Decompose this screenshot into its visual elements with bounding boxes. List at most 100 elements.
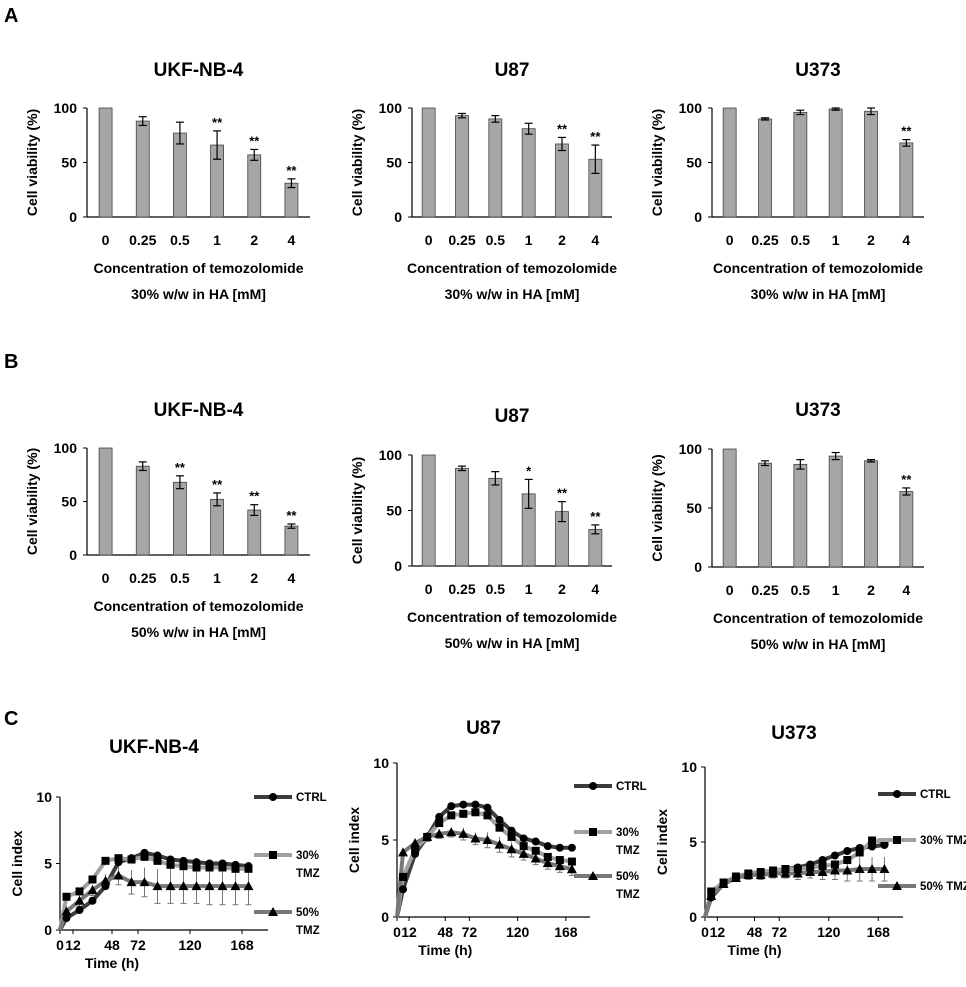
chart6-series1-point-5 (114, 854, 123, 863)
chart8-series2-point-15 (879, 864, 890, 873)
chart3-title: UKF-NB-4 (154, 400, 244, 421)
chart0-x-tick-label-3: 1 (213, 232, 221, 248)
chart7-legend-marker-1 (589, 828, 597, 836)
chart6-y-axis-label: Cell index (9, 830, 25, 896)
chart6-series1-point-4 (101, 856, 110, 865)
chart0-bar-2 (173, 132, 187, 218)
chart6-y-tick-label-0: 0 (44, 922, 52, 938)
chart6-x-tick-label-1: 12 (65, 937, 81, 953)
chart5-x-tick-label-0: 0 (726, 582, 734, 598)
chart7-series1-point-11 (519, 842, 528, 851)
chart7-series2-point-1 (398, 847, 409, 857)
chart6-legend-marker-2 (268, 907, 278, 916)
chart2-bar-2 (793, 111, 808, 218)
chart5-bar-2 (793, 463, 808, 568)
chart7-series1-point-15 (567, 857, 576, 866)
chart1-x-tick-label-0: 0 (425, 232, 433, 248)
chart5-x-tick-label-1: 0.25 (751, 582, 778, 598)
chart8-x-tick-label-3: 72 (771, 924, 787, 940)
chart8-x-tick-label-1: 12 (710, 924, 726, 940)
chart1-bar-4 (555, 143, 569, 218)
chart7-series1-point-6 (459, 809, 468, 818)
chart7-series2-point-9 (494, 839, 505, 849)
chart6-series2-point-3 (87, 885, 98, 895)
chart7-series-line-2 (395, 830, 573, 918)
chart8-series2-point-6 (768, 868, 779, 878)
chart6-series2-point-10 (178, 881, 189, 891)
chart4-bar-5 (588, 528, 603, 567)
chart8-series1-point-14 (868, 836, 877, 845)
chart4-x-tick-label-2: 0.5 (486, 581, 506, 597)
chart6-series2-point-5 (113, 870, 124, 880)
chart8-legend-label-1: 30% TMZ (920, 835, 966, 847)
chart0-x-tick-label-5: 4 (288, 232, 296, 248)
chart0-significance-4: ** (249, 133, 260, 148)
panel-letter-c: C (4, 708, 18, 730)
chart1-y-tick-label-2: 100 (379, 100, 403, 116)
chart5-y-tick-label-1: 50 (686, 500, 702, 516)
chart8-series2-point-8 (792, 868, 803, 878)
chart6-series2-point-13 (217, 881, 228, 891)
chart7-series2-point-4 (434, 828, 445, 838)
chart8-series2-point-7 (780, 868, 791, 878)
chart2-x-axis-label-line1: Concentration of temozolomide (713, 260, 923, 276)
chart6-x-axis-label: Time (h) (85, 955, 139, 971)
chart5-y-axis-label: Cell viability (%) (649, 454, 665, 561)
chart7-x-tick-label-1: 12 (401, 924, 417, 940)
chart2-y-axis-label: Cell viability (%) (649, 109, 665, 216)
chart8-legend-label-2: 50% TMZ (920, 881, 966, 893)
chart7-x-tick-label-3: 72 (462, 924, 478, 940)
chart7-x-axis-label: Time (h) (418, 942, 472, 958)
chart3-significance-5: ** (286, 508, 297, 523)
chart3-y-tick-label-2: 100 (54, 440, 78, 456)
chart4-x-tick-label-0: 0 (425, 581, 433, 597)
chart3-y-tick-label-1: 50 (61, 494, 77, 510)
chart6-series2-point-8 (152, 881, 163, 891)
chart6-series-line-0 (58, 850, 249, 931)
chart3-significance-2: ** (175, 460, 186, 475)
chart6-x-tick-label-5: 168 (230, 937, 254, 953)
chart7-series0-point-1 (399, 885, 408, 894)
chart7-series0-point-5 (447, 802, 456, 811)
chart6-legend-label-2-line1: 50% (296, 907, 319, 919)
chart8-x-tick-label-5: 168 (867, 924, 891, 940)
chart3-x-axis-label-line2: 50% w/w in HA [mM] (131, 624, 266, 640)
chart1-bar-1 (455, 115, 469, 218)
chart7-series1-point-13 (543, 852, 552, 861)
chart7-series2-point-11 (518, 848, 529, 858)
chart6-legend-marker-0 (269, 793, 277, 801)
chart5-x-axis-label-line2: 50% w/w in HA [mM] (751, 636, 886, 652)
chart0-title: UKF-NB-4 (154, 60, 244, 81)
chart7-series2-point-7 (470, 833, 481, 843)
chart1-y-axis-label: Cell viability (%) (349, 109, 365, 216)
chart0-bar-4 (247, 154, 262, 218)
chart6-series0-point-2 (75, 906, 84, 915)
chart2-x-axis-label-line2: 30% w/w in HA [mM] (751, 286, 886, 302)
chart6-legend-label-0: CTRL (296, 792, 327, 804)
chart6-x-tick-label-2: 48 (104, 937, 120, 953)
chart6-series1-point-13 (218, 863, 227, 872)
chart5-bar-5 (899, 491, 914, 568)
chart3-significance-3: ** (212, 477, 223, 492)
chart5-significance-5: ** (901, 472, 912, 487)
chart6-series1-point-9 (166, 860, 175, 869)
chart7-legend-marker-0 (589, 782, 597, 790)
chart6-series2-point-15 (243, 881, 254, 891)
panel-letter-a: A (4, 5, 18, 27)
chart5-x-tick-label-5: 4 (902, 582, 910, 598)
chart1-title: U87 (495, 60, 530, 81)
chart2-x-tick-label-4: 2 (867, 232, 875, 248)
chart7-series1-point-2 (411, 845, 420, 854)
chart3-bar-2 (173, 481, 187, 556)
chart4-x-axis-label-line1: Concentration of temozolomide (407, 609, 617, 625)
chart6-series1-point-15 (244, 864, 253, 873)
chart7-x-tick-label-0: 0 (393, 924, 401, 940)
chart6-series2-point-2 (74, 895, 85, 905)
chart8-series2-point-5 (755, 870, 766, 879)
chart8-series2-point-2 (718, 879, 729, 888)
chart0-x-tick-label-2: 0.5 (170, 232, 190, 248)
chart7-series2-point-8 (482, 835, 493, 844)
chart2-x-tick-label-2: 0.5 (791, 232, 811, 248)
chart7-series2-point-6 (458, 828, 469, 838)
chart7-series1-point-5 (447, 811, 456, 820)
